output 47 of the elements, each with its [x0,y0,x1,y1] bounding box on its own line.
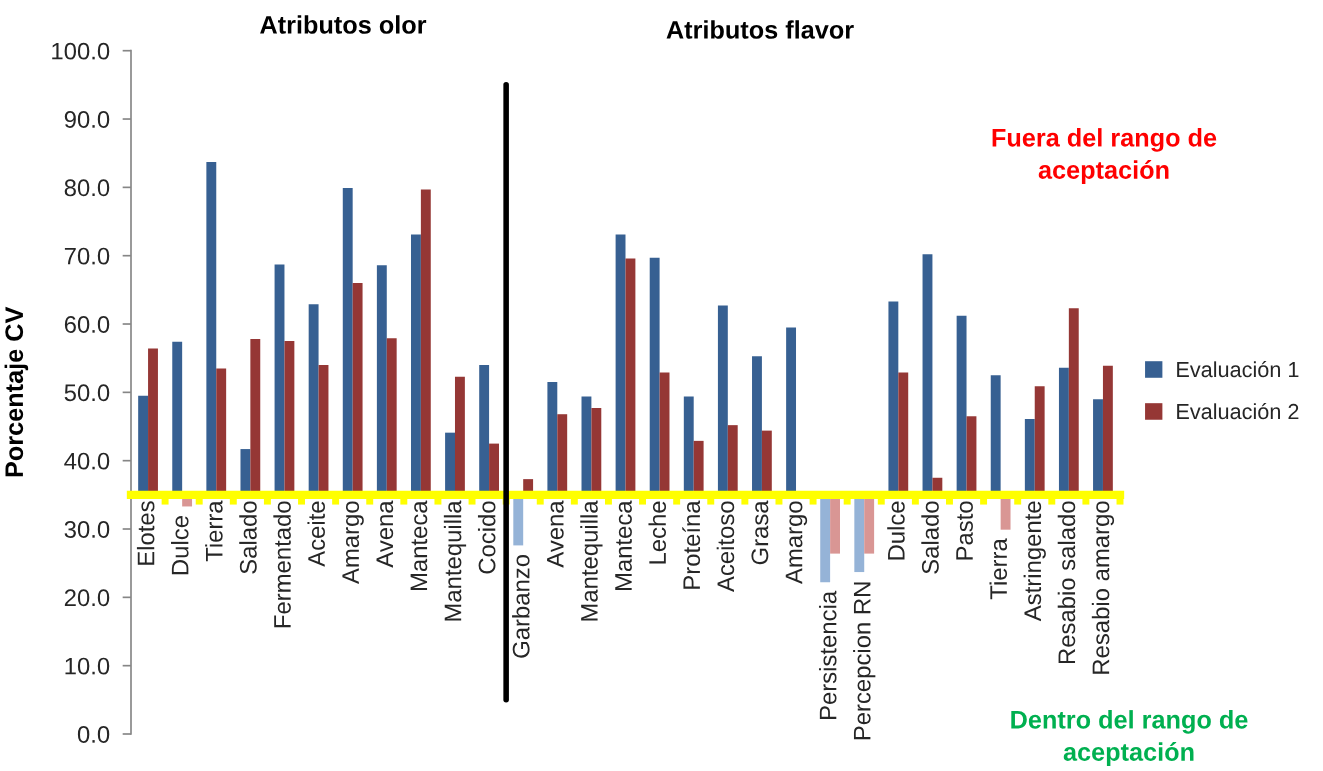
x-tick-label: Dulce [887,501,905,560]
legend-label: Evaluación 2 [1177,403,1299,420]
x-tick-label: Pasto [956,501,973,560]
text: Atributos olor [260,15,427,34]
y-tick-label: 90.0 [64,111,110,128]
x-tick-label: Tierra [989,538,1008,600]
x-tick-label: Leche [648,501,667,564]
annotation: Dentro del rango de aceptación [1011,710,1248,766]
x-tick-label: Dulce [171,516,189,575]
y-tick-label: 80.0 [64,179,110,197]
y-tick-label: 0.0 [77,725,110,743]
x-tick-label: Cocido [477,501,496,574]
x-tick-label: Astringente [1023,501,1046,622]
y-tick-label: 60.0 [64,315,110,333]
x-tick-label: Avena [376,500,394,568]
x-tick-label: Amargo [785,501,808,584]
x-tick-label: Elotes [136,501,155,565]
y-axis-title: Porcentaje CV [4,306,29,477]
x-tick-label: Mantequilla [443,500,467,621]
x-tick-label: Persistencia [818,590,837,720]
y-tick-label: 50.0 [64,384,110,402]
x-tick-label: Proteína [682,500,701,589]
y-tick-label: 100.0 [52,42,110,60]
x-tick-label: Salado [239,501,257,574]
x-tick-label: Percepcion RN [853,582,876,740]
x-tick-label: Mantequilla [580,500,603,621]
x-tick-label: Tierra [205,500,223,562]
y-tick-label: 20.0 [64,589,110,607]
text: Atributos flavor [666,20,854,39]
annotation: Fuera del rango de aceptación [992,128,1217,184]
y-tick-label: 10.0 [65,657,110,675]
x-tick-label: Manteca [615,500,632,591]
y-tick-label: 70.0 [64,247,110,265]
x-tick-label: Amargo [342,501,364,584]
x-tick-label: Fermentado [273,501,291,628]
x-tick-label: Garbanzo [512,554,530,658]
y-tick-label: 30.0 [64,520,110,538]
legend-label: Evaluación 1 [1177,361,1299,378]
x-tick-label: Resabio amargo [1091,501,1115,674]
x-tick-label: Aceitoso [716,501,735,592]
y-tick-label: 40.0 [64,452,110,470]
x-tick-label: Avena [547,500,564,568]
x-tick-label: Aceite [307,501,325,567]
x-tick-label: Manteca [410,500,428,591]
x-tick-label: Grasa [751,500,769,565]
x-tick-label: Resabio salado [1057,501,1076,664]
x-tick-label: Salado [921,501,939,574]
